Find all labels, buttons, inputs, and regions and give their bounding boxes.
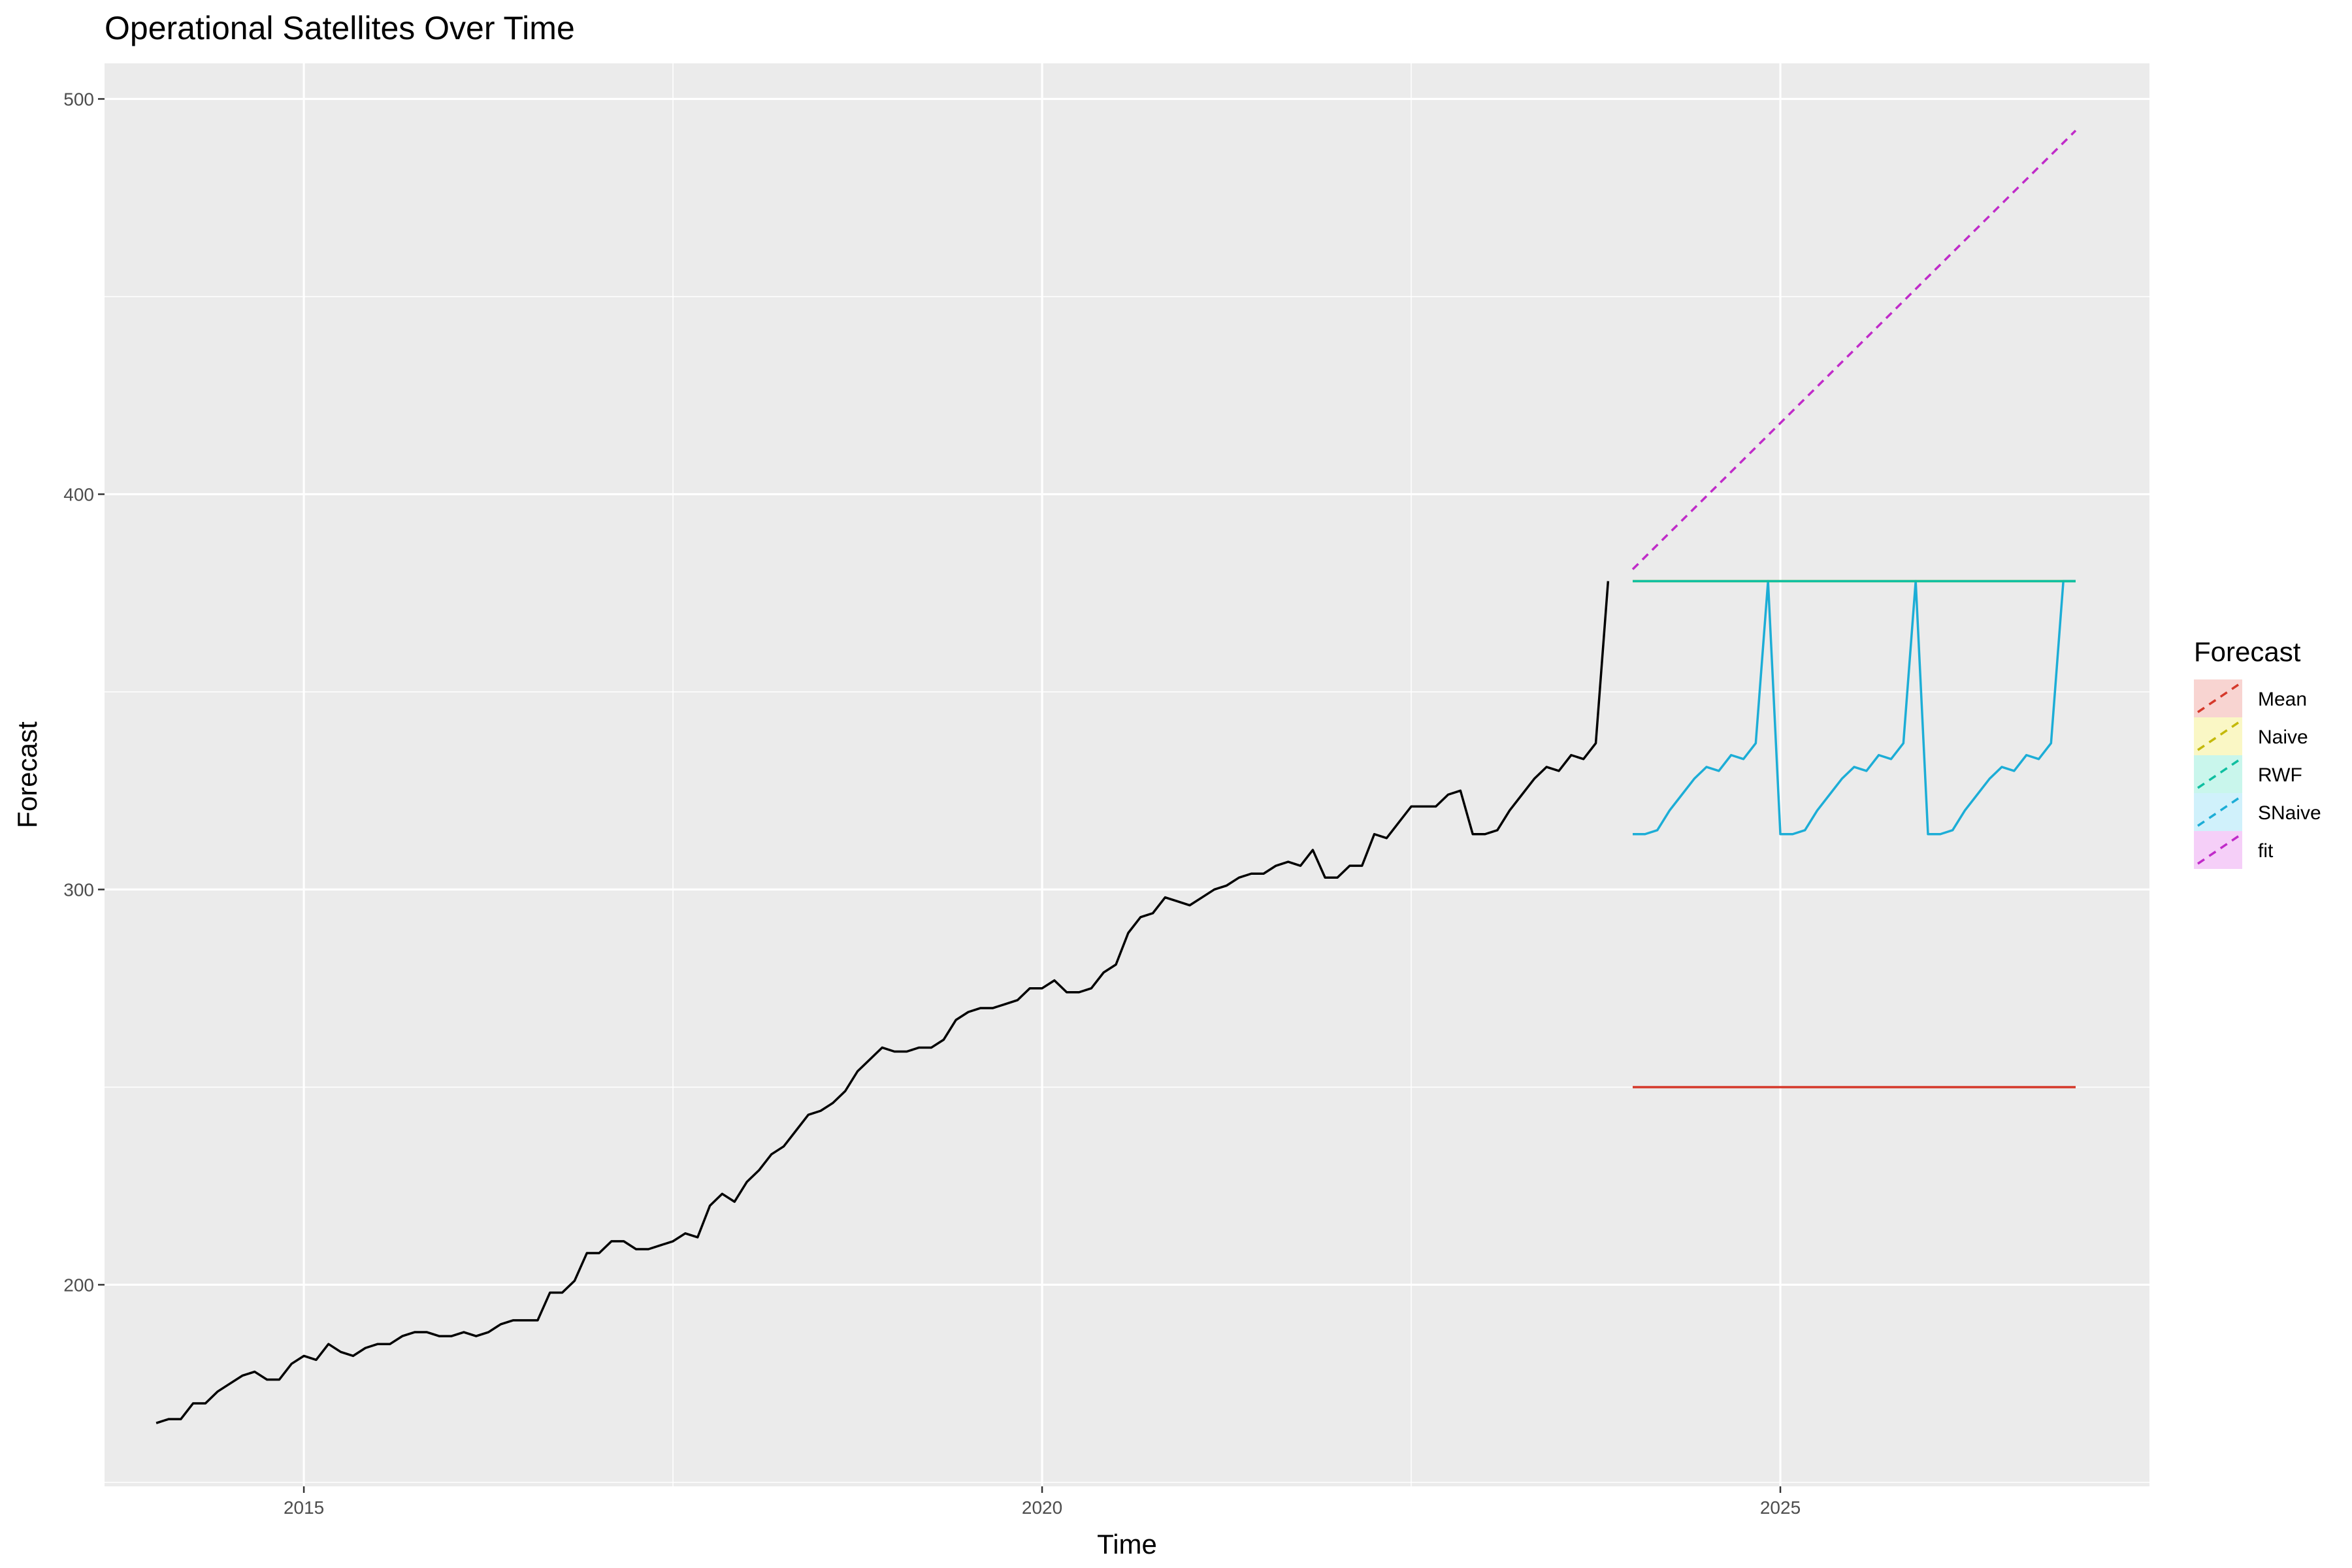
legend-key-fit (2194, 831, 2242, 869)
legend-key-rwf (2194, 755, 2242, 793)
grid-major (105, 63, 2149, 1486)
x-tick-label: 2020 (1022, 1497, 1062, 1518)
legend-label-naive: Naive (2258, 727, 2308, 748)
x-tick-label: 2015 (284, 1497, 324, 1518)
plot-panel (105, 63, 2149, 1486)
legend: Forecast Mean Naive RWF SNaive fit (2194, 636, 2321, 869)
legend-key-snaive (2194, 793, 2242, 831)
series-history-line (155, 581, 1610, 1424)
y-tick-label: 400 (63, 484, 94, 504)
x-axis: 2015 2020 2025 (284, 1486, 1801, 1518)
legend-label-snaive: SNaive (2258, 802, 2321, 824)
y-tick-label: 500 (63, 89, 94, 109)
series-snaive-line (1633, 580, 2076, 836)
y-tick-label: 300 (63, 879, 94, 900)
chart-title: Operational Satellites Over Time (105, 10, 575, 46)
y-tick-label: 200 (63, 1275, 94, 1295)
legend-title: Forecast (2194, 636, 2301, 667)
legend-label-fit: fit (2258, 840, 2274, 862)
legend-label-mean: Mean (2258, 689, 2307, 710)
legend-key-naive (2194, 717, 2242, 755)
series-layer (155, 129, 2077, 1424)
x-axis-title: Time (1097, 1529, 1157, 1560)
legend-label-rwf: RWF (2258, 764, 2302, 786)
y-axis: 200 300 400 500 (63, 89, 105, 1295)
legend-key-mean (2194, 679, 2242, 717)
x-tick-label: 2025 (1760, 1497, 1801, 1518)
y-axis-title: Forecast (12, 721, 42, 828)
